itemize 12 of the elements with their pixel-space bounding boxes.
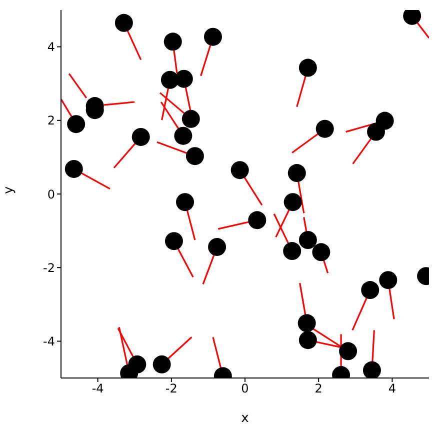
y-tick-label: -4 <box>43 334 55 348</box>
y-tick-label: 0 <box>47 187 55 202</box>
y-tick-label: -2 <box>43 260 55 275</box>
x-tick-label: -4 <box>92 382 104 396</box>
y-tick-label: 2 <box>47 114 55 128</box>
y-axis-title: y <box>2 186 17 194</box>
x-tick-label: 4 <box>388 382 396 396</box>
x-axis-title: x <box>241 411 250 426</box>
x-tick-label: 0 <box>241 382 249 396</box>
y-tick-label: 4 <box>47 40 55 54</box>
x-tick-label: -2 <box>165 382 178 396</box>
x-tick-label: 2 <box>314 382 322 396</box>
